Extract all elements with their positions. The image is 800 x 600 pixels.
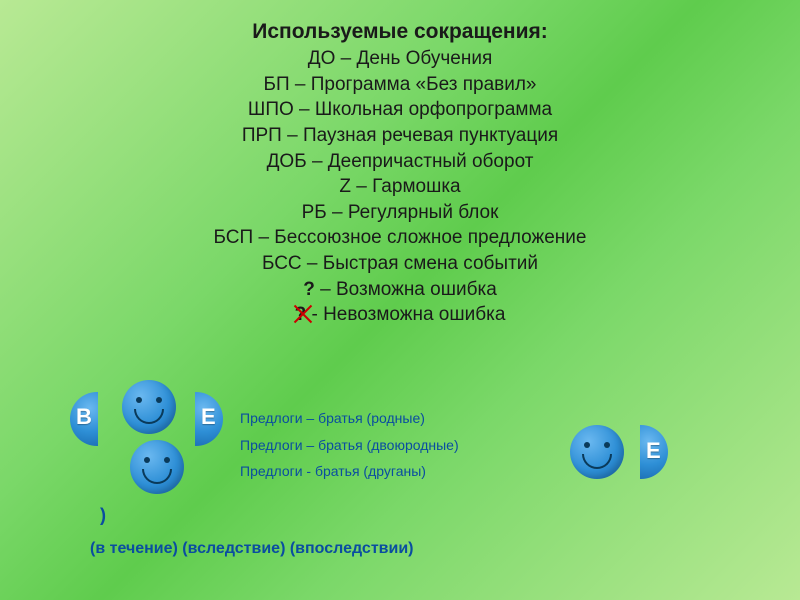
abbrev-line: БСП – Бессоюзное сложное предложение — [0, 225, 800, 251]
prep-label-3: Предлоги - братья (друганы) — [240, 458, 459, 485]
stray-paren: ) — [100, 505, 106, 526]
preposition-labels: Предлоги – братья (родные) Предлоги – бр… — [240, 405, 459, 485]
footer-line: (в течение) (вследствие) (впоследствии) — [90, 540, 414, 558]
content-area: Используемые сокращения: ДО – День Обуче… — [0, 0, 800, 328]
letter-e2: Е — [646, 438, 661, 464]
bottom-area: В Е Предлоги – братья (родные) Предлоги … — [0, 380, 800, 580]
abbrev-line: РБ – Регулярный блок — [0, 200, 800, 226]
abbrev-line: ПРП – Паузная речевая пунктуация — [0, 123, 800, 149]
abbrev-line: БП – Программа «Без правил» — [0, 72, 800, 98]
smiley-icon — [122, 380, 176, 434]
qmark-impossible: ? - Невозможна ошибка — [0, 302, 800, 328]
qmark-text: - Невозможна ошибка — [306, 304, 505, 325]
abbrev-line: ШПО – Школьная орфопрограмма — [0, 97, 800, 123]
abbrev-line: ДОБ – Деепричастный оборот — [0, 149, 800, 175]
abbrev-line: БСС – Быстрая смена событий — [0, 251, 800, 277]
prep-label-2: Предлоги – братья (двоюродные) — [240, 432, 459, 459]
question-mark: ? — [295, 304, 307, 325]
letter-b: В — [76, 404, 92, 430]
prep-label-1: Предлоги – братья (родные) — [240, 405, 459, 432]
qmark-possible: ? – Возможна ошибка — [0, 277, 800, 303]
title: Используемые сокращения: — [0, 20, 800, 44]
letter-e: Е — [201, 404, 216, 430]
abbrev-line: Z – Гармошка — [0, 174, 800, 200]
smiley-icon — [570, 425, 624, 479]
smiley-icon — [130, 440, 184, 494]
question-mark: ? — [303, 279, 315, 300]
abbrev-line: ДО – День Обучения — [0, 46, 800, 72]
crossed-qmark-wrap: ? — [295, 302, 307, 328]
qmark-text: – Возможна ошибка — [315, 279, 497, 300]
